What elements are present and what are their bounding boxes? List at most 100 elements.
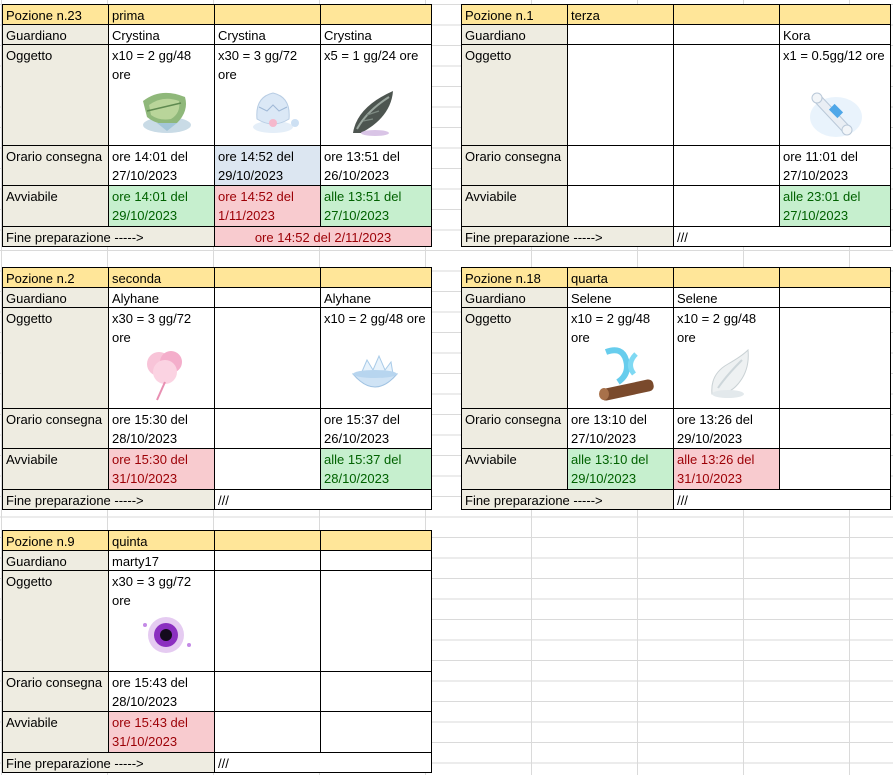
- guardian-label[interactable]: Guardiano: [461, 24, 568, 45]
- header-empty-cell[interactable]: [214, 267, 321, 288]
- startable-label[interactable]: Avviabile: [2, 448, 109, 490]
- guardian-label[interactable]: Guardiano: [2, 550, 109, 571]
- guardian-cell[interactable]: [779, 287, 891, 308]
- delivery-cell[interactable]: [567, 145, 674, 186]
- end-prep-label[interactable]: Fine preparazione ----->: [461, 226, 674, 247]
- potion-title[interactable]: Pozione n.23: [2, 4, 109, 25]
- potion-title[interactable]: Pozione n.1: [461, 4, 568, 25]
- header-empty-cell[interactable]: [214, 530, 321, 551]
- startable-cell[interactable]: ore 15:30 del 31/10/2023: [108, 448, 215, 490]
- startable-label[interactable]: Avviabile: [2, 185, 109, 227]
- delivery-cell[interactable]: [320, 671, 432, 712]
- header-empty-cell[interactable]: [673, 267, 780, 288]
- guardian-cell[interactable]: [214, 550, 321, 571]
- end-prep-value[interactable]: ///: [214, 752, 432, 773]
- end-prep-label[interactable]: Fine preparazione ----->: [2, 752, 215, 773]
- delivery-cell[interactable]: ore 13:51 del 26/10/2023: [320, 145, 432, 186]
- startable-label[interactable]: Avviabile: [2, 711, 109, 753]
- guardian-cell[interactable]: Crystina: [214, 24, 321, 45]
- guardian-cell[interactable]: [673, 24, 780, 45]
- object-cell[interactable]: x30 = 3 gg/72 ore: [108, 570, 215, 672]
- end-prep-value[interactable]: ///: [673, 226, 891, 247]
- delivery-label[interactable]: Orario consegna: [2, 671, 109, 712]
- guardian-cell[interactable]: Kora: [779, 24, 891, 45]
- object-cell[interactable]: x1 = 0.5gg/12 ore: [779, 44, 891, 146]
- guardian-cell[interactable]: [320, 550, 432, 571]
- delivery-label[interactable]: Orario consegna: [461, 408, 568, 449]
- object-cell[interactable]: [673, 44, 780, 146]
- header-empty-cell[interactable]: [779, 4, 891, 25]
- potion-name[interactable]: seconda: [108, 267, 215, 288]
- delivery-cell[interactable]: ore 15:43 del 28/10/2023: [108, 671, 215, 712]
- startable-cell[interactable]: ore 14:52 del 1/11/2023: [214, 185, 321, 227]
- end-prep-label[interactable]: Fine preparazione ----->: [2, 226, 215, 247]
- header-empty-cell[interactable]: [779, 267, 891, 288]
- header-empty-cell[interactable]: [320, 4, 432, 25]
- guardian-label[interactable]: Guardiano: [2, 287, 109, 308]
- guardian-cell[interactable]: Selene: [567, 287, 674, 308]
- startable-cell[interactable]: [673, 185, 780, 227]
- delivery-cell[interactable]: ore 14:52 del 29/10/2023: [214, 145, 321, 186]
- object-cell[interactable]: x10 = 2 gg/48 ore: [673, 307, 780, 409]
- startable-cell[interactable]: [320, 711, 432, 753]
- startable-cell[interactable]: alle 13:26 del 31/10/2023: [673, 448, 780, 490]
- delivery-cell[interactable]: ore 15:37 del 26/10/2023: [320, 408, 432, 449]
- delivery-label[interactable]: Orario consegna: [2, 145, 109, 186]
- guardian-cell[interactable]: [214, 287, 321, 308]
- guardian-label[interactable]: Guardiano: [461, 287, 568, 308]
- delivery-label[interactable]: Orario consegna: [461, 145, 568, 186]
- end-prep-label[interactable]: Fine preparazione ----->: [2, 489, 215, 510]
- delivery-cell[interactable]: [779, 408, 891, 449]
- object-cell[interactable]: [779, 307, 891, 409]
- guardian-label[interactable]: Guardiano: [2, 24, 109, 45]
- object-label[interactable]: Oggetto: [2, 44, 109, 146]
- header-empty-cell[interactable]: [320, 267, 432, 288]
- end-prep-value[interactable]: ore 14:52 del 2/11/2023: [214, 226, 432, 247]
- potion-title[interactable]: Pozione n.18: [461, 267, 568, 288]
- startable-cell[interactable]: [214, 448, 321, 490]
- end-prep-label[interactable]: Fine preparazione ----->: [461, 489, 674, 510]
- delivery-cell[interactable]: ore 15:30 del 28/10/2023: [108, 408, 215, 449]
- object-cell[interactable]: [320, 570, 432, 672]
- delivery-cell[interactable]: ore 11:01 del 27/10/2023: [779, 145, 891, 186]
- potion-name[interactable]: quinta: [108, 530, 215, 551]
- potion-name[interactable]: terza: [567, 4, 674, 25]
- object-cell[interactable]: [214, 307, 321, 409]
- guardian-cell[interactable]: Alyhane: [108, 287, 215, 308]
- startable-cell[interactable]: [779, 448, 891, 490]
- startable-cell[interactable]: alle 23:01 del 27/10/2023: [779, 185, 891, 227]
- object-cell[interactable]: x10 = 2 gg/48 ore: [320, 307, 432, 409]
- header-empty-cell[interactable]: [214, 4, 321, 25]
- startable-cell[interactable]: alle 15:37 del 28/10/2023: [320, 448, 432, 490]
- end-prep-value[interactable]: ///: [214, 489, 432, 510]
- delivery-cell[interactable]: ore 14:01 del 27/10/2023: [108, 145, 215, 186]
- potion-name[interactable]: prima: [108, 4, 215, 25]
- startable-cell[interactable]: [567, 185, 674, 227]
- startable-label[interactable]: Avviabile: [461, 185, 568, 227]
- startable-cell[interactable]: ore 14:01 del 29/10/2023: [108, 185, 215, 227]
- guardian-cell[interactable]: Selene: [673, 287, 780, 308]
- guardian-cell[interactable]: Crystina: [320, 24, 432, 45]
- guardian-cell[interactable]: Alyhane: [320, 287, 432, 308]
- startable-cell[interactable]: alle 13:10 del 29/10/2023: [567, 448, 674, 490]
- startable-cell[interactable]: alle 13:51 del 27/10/2023: [320, 185, 432, 227]
- object-cell[interactable]: x30 = 3 gg/72 ore: [214, 44, 321, 146]
- potion-title[interactable]: Pozione n.9: [2, 530, 109, 551]
- object-cell[interactable]: x10 = 2 gg/48 ore: [567, 307, 674, 409]
- object-cell[interactable]: [567, 44, 674, 146]
- object-label[interactable]: Oggetto: [2, 307, 109, 409]
- object-label[interactable]: Oggetto: [461, 307, 568, 409]
- object-cell[interactable]: x10 = 2 gg/48 ore: [108, 44, 215, 146]
- potion-name[interactable]: quarta: [567, 267, 674, 288]
- delivery-cell[interactable]: ore 13:26 del 29/10/2023: [673, 408, 780, 449]
- guardian-cell[interactable]: [567, 24, 674, 45]
- delivery-cell[interactable]: ore 13:10 del 27/10/2023: [567, 408, 674, 449]
- delivery-cell[interactable]: [673, 145, 780, 186]
- delivery-cell[interactable]: [214, 408, 321, 449]
- end-prep-value[interactable]: ///: [673, 489, 891, 510]
- startable-label[interactable]: Avviabile: [461, 448, 568, 490]
- guardian-cell[interactable]: marty17: [108, 550, 215, 571]
- header-empty-cell[interactable]: [673, 4, 780, 25]
- potion-title[interactable]: Pozione n.2: [2, 267, 109, 288]
- object-cell[interactable]: x5 = 1 gg/24 ore: [320, 44, 432, 146]
